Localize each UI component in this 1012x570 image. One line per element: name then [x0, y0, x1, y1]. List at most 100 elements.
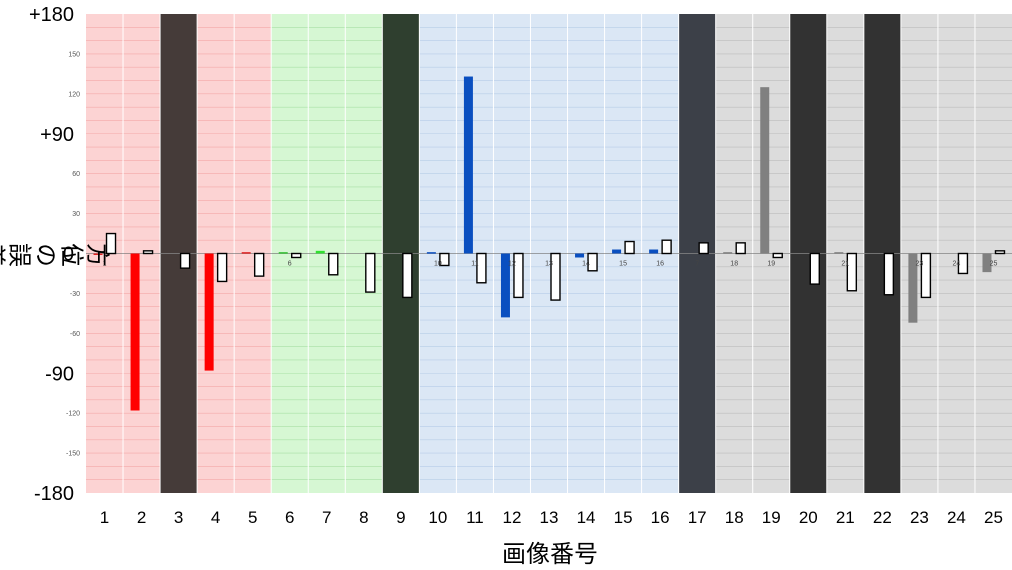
in-plot-label: 25 [990, 261, 998, 268]
bar-series2-8 [365, 252, 376, 293]
in-plot-label: 16 [656, 261, 664, 268]
x-tick-label: 14 [577, 508, 596, 527]
bar-series2-3 [179, 252, 191, 269]
x-tick-label: 16 [651, 508, 670, 527]
bar-series2-1 [105, 232, 117, 255]
x-tick-label: 23 [910, 508, 929, 527]
bar-series2-23 [920, 252, 932, 299]
in-plot-label: 23 [916, 261, 924, 268]
bars [93, 76, 1006, 411]
bar-series1-2 [130, 253, 140, 411]
x-tick-label: 4 [211, 508, 220, 527]
bar-series2-9 [402, 252, 413, 299]
in-plot-label: 18 [730, 261, 738, 268]
bar-series1-15 [612, 249, 622, 254]
bar-series2-19 [772, 252, 783, 259]
bar-series1-25 [982, 253, 992, 273]
y-axis-title: 方位の誤差[度] [0, 239, 111, 267]
bar-series2-20 [809, 252, 820, 285]
x-tick-label: 20 [799, 508, 818, 527]
y-tick-label: -180 [34, 483, 74, 505]
y-minor-tick-label: 30 [72, 211, 80, 218]
x-tick-label: 3 [174, 508, 183, 527]
bar-series1-6 [278, 252, 288, 254]
in-plot-label: 13 [545, 261, 553, 268]
bar-series1-23 [908, 253, 918, 323]
bar-series1-19 [760, 87, 770, 254]
bar-series2-18 [735, 242, 746, 255]
in-plot-label: 10 [434, 261, 442, 268]
y-tick-label: +180 [29, 4, 74, 26]
in-plot-label: 7 [695, 261, 699, 268]
bar-series1-21 [834, 252, 844, 254]
gridlines [86, 14, 1012, 493]
bar-series2-14 [587, 252, 598, 272]
bar-series1-7 [315, 250, 325, 254]
in-plot-labels: 1 6 10 11 12 13 14 15 16 7 18 19 21 23 24 25 [103, 261, 998, 268]
bar-series2-2 [142, 250, 154, 255]
bar-series2-4 [216, 252, 228, 283]
y-tick-label: +90 [40, 124, 74, 146]
bar-series2-6 [291, 252, 302, 259]
x-tick-label: 15 [614, 508, 633, 527]
bar-series2-24 [957, 252, 969, 275]
x-tick-label: 24 [947, 508, 966, 527]
x-tick-label: 18 [725, 508, 744, 527]
bar-series1-14 [575, 253, 585, 258]
x-tick-label: 2 [137, 508, 146, 527]
bar-series2-25 [994, 250, 1006, 255]
in-plot-label: 21 [841, 261, 849, 268]
axis-titles: 画像番号 方位の誤差[度] [0, 239, 598, 569]
bar-series2-17 [698, 242, 709, 255]
bar-series2-21 [846, 252, 858, 292]
in-plot-label: 14 [582, 261, 590, 268]
bar-series2-10 [439, 252, 450, 267]
x-tick-label: 9 [396, 508, 405, 527]
bar-series2-11 [476, 252, 487, 284]
bar-series2-22 [883, 252, 895, 296]
bar-series2-15 [624, 240, 635, 255]
x-tick-label: 11 [466, 508, 484, 527]
bar-series1-5 [241, 252, 251, 254]
x-tick-label: 1 [100, 508, 109, 527]
bar-series2-13 [550, 252, 561, 301]
bar-series1-1 [93, 253, 103, 255]
y-minor-tick-label: -60 [70, 331, 80, 338]
x-tick-label: 10 [428, 508, 447, 527]
x-tick-label: 7 [322, 508, 331, 527]
x-tick-label: 13 [540, 508, 559, 527]
bar-series2-12 [513, 252, 524, 299]
bar-series1-18 [723, 252, 733, 254]
y-minor-tick-label: 150 [68, 51, 80, 58]
in-plot-label: 1 [103, 261, 107, 268]
in-plot-label: 15 [619, 261, 627, 268]
bar-series1-10 [426, 252, 436, 254]
bar-series1-11 [463, 76, 473, 254]
y-minor-tick-label: -150 [66, 451, 80, 458]
bar-series2-7 [328, 252, 339, 276]
x-axis-title: 画像番号 [502, 541, 598, 565]
bar-series1-4 [204, 253, 214, 371]
bar-series1-12 [500, 253, 510, 318]
in-plot-label: 12 [508, 261, 516, 268]
y-minor-tick-label: -120 [66, 411, 80, 418]
x-tick-label: 22 [873, 508, 892, 527]
in-plot-label: 11 [471, 261, 478, 268]
y-tick-label: 0 [63, 244, 74, 266]
x-tick-label: 21 [836, 508, 855, 527]
x-tick-label: 5 [248, 508, 257, 527]
x-tick-label: 17 [688, 508, 707, 527]
bar-series1-16 [649, 249, 659, 254]
x-tick-label: 25 [984, 508, 1003, 527]
bar-series2-5 [253, 252, 265, 277]
x-tick-label: 8 [359, 508, 368, 527]
in-plot-label: 6 [288, 261, 292, 268]
y-minor-tick-label: 60 [72, 171, 80, 178]
x-tick-label: 19 [762, 508, 781, 527]
y-minor-tick-label: 120 [68, 91, 80, 98]
x-axis-ticks: 1 2 3 4 5 6 7 8 9 10 11 12 13 14 15 16 17 18 19 20 21 22 23 24 2… [100, 508, 1003, 527]
x-tick-label: 6 [285, 508, 294, 527]
x-tick-label: 12 [502, 508, 521, 527]
in-plot-label: 19 [767, 261, 775, 268]
